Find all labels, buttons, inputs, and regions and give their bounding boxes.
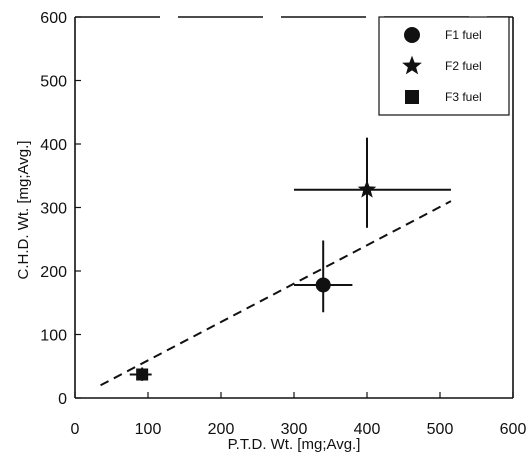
y-tick-label: 400 [40, 137, 67, 154]
legend: F1 fuel F2 fuel F3 fuel [378, 16, 510, 116]
x-tick-label: 0 [71, 421, 80, 438]
legend-label: F2 fuel [445, 59, 482, 73]
x-tick-label: 600 [500, 421, 527, 438]
y-tick-label: 500 [40, 74, 67, 91]
square-marker [405, 90, 419, 104]
x-tick-label: 400 [354, 421, 381, 438]
star-marker [357, 179, 377, 198]
axis-ticks: 0 100 200 300 400 500 600 0 100 200 300 400 500 600 [40, 10, 526, 438]
circle-marker [404, 27, 420, 43]
y-tick-label: 300 [40, 201, 67, 218]
y-axis-title: C.H.D. Wt. [mg;Avg.] [15, 141, 32, 280]
y-tick-label: 600 [40, 10, 67, 27]
square-marker [136, 368, 149, 381]
y-tick-label: 100 [40, 328, 67, 345]
legend-label: F3 fuel [445, 90, 482, 104]
y-tick-label: 200 [40, 264, 67, 281]
legend-label: F1 fuel [445, 28, 482, 42]
circle-marker [315, 277, 331, 293]
fit-line [100, 200, 452, 387]
x-axis-title: P.T.D. Wt. [mg;Avg.] [228, 436, 361, 453]
data-marks [129, 137, 451, 381]
y-tick-label: 0 [58, 391, 67, 408]
star-marker [402, 55, 422, 75]
x-tick-label: 100 [135, 421, 162, 438]
x-tick-label: 200 [208, 421, 235, 438]
x-tick-label: 300 [281, 421, 308, 438]
legend-box [378, 16, 510, 116]
x-tick-label: 500 [427, 421, 454, 438]
legend-items: F1 fuel F2 fuel F3 fuel [402, 27, 482, 104]
fit-line-group [100, 200, 452, 387]
